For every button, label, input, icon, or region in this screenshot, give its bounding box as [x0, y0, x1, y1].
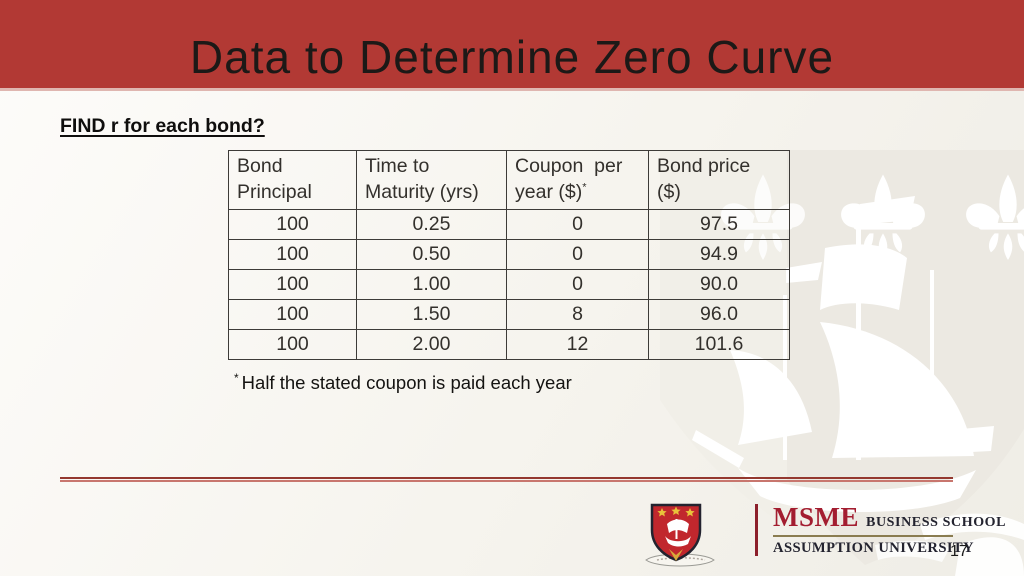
logo-rule [773, 535, 953, 537]
table-cell-r3c4: 90.0 [648, 269, 790, 300]
table-cell-r1c4: 97.5 [648, 209, 790, 240]
bond-data-table: Bond Principal Time to Maturity (yrs) Coup… [228, 150, 790, 360]
table-cell-r5c1: 100 [228, 329, 357, 360]
table-header-row: Bond Principal Time to Maturity (yrs) Coup… [228, 150, 790, 210]
column-header-2: Time to Maturity (yrs) [356, 150, 507, 210]
table-cell-r2c1: 100 [228, 239, 357, 270]
table-cell-r3c3: 0 [506, 269, 649, 300]
table-cell-r5c4: 101.6 [648, 329, 790, 360]
table-cell-r1c3: 0 [506, 209, 649, 240]
table-cell-r1c1: 100 [228, 209, 357, 240]
table-cell-r5c2: 2.00 [356, 329, 507, 360]
table-cell-r4c4: 96.0 [648, 299, 790, 330]
logo-divider [755, 504, 758, 556]
table-row: 100 1.00 0 90.0 [228, 269, 790, 300]
table-row: 100 0.25 0 97.5 [228, 209, 790, 240]
logo-text-block: MSME BUSINESS SCHOOL ASSUMPTION UNIVERSI… [773, 502, 1006, 557]
crest-ship-icon [665, 519, 691, 547]
title-banner: Data to Determine Zero Curve [0, 0, 1024, 91]
table-cell-r2c2: 0.50 [356, 239, 507, 270]
footnote-asterisk: * [234, 371, 239, 385]
table-cell-r4c3: 8 [506, 299, 649, 330]
table-cell-r4c1: 100 [228, 299, 357, 330]
table-row: 100 0.50 0 94.9 [228, 239, 790, 270]
logo-school-name: BUSINESS SCHOOL [866, 515, 1007, 530]
logo-line1: MSME BUSINESS SCHOOL [773, 502, 1006, 533]
bond-table-body: 100 0.25 0 97.5 100 0.50 0 94.9 100 1.00 0 90.0 100 1… [228, 209, 790, 360]
table-cell-r2c4: 94.9 [648, 239, 790, 270]
table-cell-r5c3: 12 [506, 329, 649, 360]
slide-title: Data to Determine Zero Curve [189, 31, 835, 83]
crest-stars-icon [657, 506, 695, 517]
column-header-4: Bond price ($) [648, 150, 790, 210]
footer-divider-line [60, 477, 953, 479]
table-cell-r3c1: 100 [228, 269, 357, 300]
table-cell-r3c2: 1.00 [356, 269, 507, 300]
table-row: 100 1.50 8 96.0 [228, 299, 790, 330]
logo-university-name: ASSUMPTION UNIVERSITY [773, 540, 974, 556]
page-number: 17 [950, 543, 968, 560]
table-cell-r2c3: 0 [506, 239, 649, 270]
column-header-3: Coupon per year ($)* [506, 150, 649, 210]
column-header-1: Bond Principal [228, 150, 357, 210]
table-cell-r4c2: 1.50 [356, 299, 507, 330]
table-row: 100 2.00 12 101.6 [228, 329, 790, 360]
table-footnote: * Half the stated coupon is paid each yea… [234, 371, 572, 394]
question-heading: FIND r for each bond? [60, 115, 265, 137]
logo-acronym: MSME [773, 502, 859, 532]
table-cell-r1c2: 0.25 [356, 209, 507, 240]
bond-table-head: Bond Principal Time to Maturity (yrs) Coup… [228, 150, 790, 210]
footnote-text: Half the stated coupon is paid each year [241, 372, 572, 394]
msme-crest-shield-icon [645, 503, 715, 567]
